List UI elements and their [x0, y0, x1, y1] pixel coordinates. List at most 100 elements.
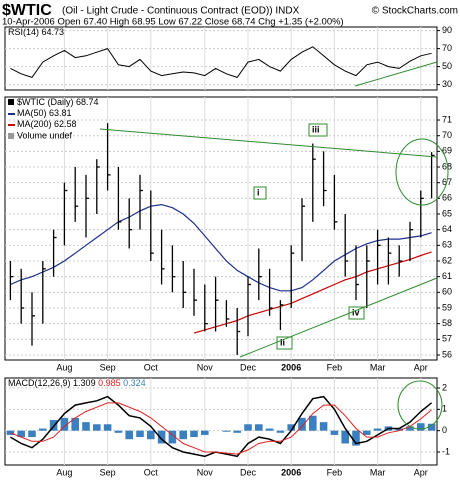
y-tick-label: 64 — [442, 224, 452, 234]
line — [193, 251, 432, 334]
y-tick-label: 58 — [442, 318, 452, 328]
histogram-bar — [82, 422, 90, 431]
value: 63.81 — [49, 108, 72, 118]
histogram-bar — [341, 430, 349, 444]
histogram-bar — [114, 430, 123, 433]
legend-entry: $WTIC (Daily) 68.74 — [17, 97, 99, 107]
price-legend: $WTIC (Daily) 68.74 MA(50) 63.81 MA(200)… — [8, 97, 99, 140]
line — [10, 46, 432, 78]
title: $WTIC — [2, 2, 52, 19]
histogram-bar — [93, 424, 101, 431]
histogram-bar — [319, 422, 328, 431]
value: 62.58 — [54, 119, 77, 129]
x-tick-label: Aug — [56, 467, 72, 477]
histogram-bar — [406, 426, 414, 431]
x-tick-label: Mar — [370, 362, 386, 372]
x-tick-label: Dec — [240, 362, 257, 372]
y-tick-label: 90 — [442, 25, 452, 35]
histogram-bar — [373, 428, 382, 431]
label: MACD(12,26,9) — [8, 378, 71, 388]
macd-label: MACD(12,26,9) 1.309 0.985 0.324 — [8, 378, 146, 388]
y-tick-label: 59 — [442, 302, 452, 312]
annotation-box — [276, 336, 293, 350]
x-tick-label: 2006 — [281, 362, 301, 372]
label: MA(200) — [17, 119, 52, 129]
panel-frame — [4, 96, 438, 361]
histogram-bar — [60, 417, 69, 431]
y-tick-label: 62 — [442, 255, 452, 265]
trendline — [99, 128, 438, 158]
histogram-bar — [179, 430, 187, 440]
histogram-bar — [136, 430, 144, 438]
y-tick-label: 1 — [442, 404, 447, 414]
histogram-bar — [103, 424, 112, 431]
x-tick-label: 2006 — [281, 467, 301, 477]
histogram-bar — [330, 430, 339, 435]
x-tick-label: Apr — [414, 362, 428, 372]
y-tick-label: 66 — [442, 193, 452, 203]
histogram-bar — [71, 417, 79, 431]
y-tick-label: 2 — [442, 382, 447, 392]
label: $WTIC (Daily) — [17, 97, 74, 107]
x-tick-label: Mar — [370, 467, 386, 477]
histogram-bar — [190, 430, 198, 438]
annotation: i — [257, 187, 260, 197]
annotation: iv — [352, 307, 360, 317]
histogram-bar — [28, 430, 36, 438]
plots: 3050709056575859606162636465666768697071… — [4, 25, 452, 477]
value: 68.74 — [76, 97, 99, 107]
histogram-bar — [157, 430, 166, 444]
histogram-bar — [309, 415, 317, 431]
y-tick-label: 0 — [442, 425, 447, 435]
histogram-bar — [298, 417, 306, 431]
histogram-bar — [265, 428, 274, 431]
y-tick-label: 57 — [442, 334, 452, 344]
y-tick-label: 30 — [442, 79, 452, 89]
x-tick-label: Oct — [144, 362, 159, 372]
rsi-legend: RSI(14) 64.73 — [8, 27, 64, 37]
histogram-bar — [427, 423, 436, 431]
trendline — [354, 61, 438, 87]
y-tick-label: 68 — [442, 161, 452, 171]
value: 1.309 — [73, 378, 96, 388]
y-tick-label: 70 — [442, 43, 452, 53]
y-tick-label: 71 — [442, 114, 452, 124]
histogram-bar — [352, 430, 360, 446]
x-tick-label: Apr — [414, 467, 428, 477]
annotation-box — [253, 186, 267, 200]
value: 0.324 — [123, 378, 146, 388]
swatch — [8, 133, 14, 139]
y-tick-label: 56 — [442, 349, 452, 359]
annotation-box — [308, 123, 328, 137]
highlight-circle — [395, 138, 449, 206]
histogram-bar — [363, 430, 371, 435]
label: RSI(14) — [8, 27, 39, 37]
histogram-bar — [125, 430, 133, 440]
credit: © StockCharts.com — [372, 6, 458, 17]
x-tick-label: Nov — [197, 467, 214, 477]
y-tick-label: -1 — [442, 446, 450, 456]
panel-frame — [4, 26, 438, 91]
histogram-bar — [147, 430, 155, 440]
x-tick-label: Feb — [327, 467, 343, 477]
trendline — [239, 277, 438, 358]
x-tick-label: Aug — [56, 362, 72, 372]
histogram-bar — [417, 423, 425, 431]
histogram-bar — [233, 430, 241, 433]
y-tick-label: 60 — [442, 287, 452, 297]
histogram-bar — [395, 428, 403, 431]
legend-entry: MA(50) 63.81 — [17, 108, 72, 118]
title-detail: (Oil - Light Crude - Continuous Contract… — [62, 6, 300, 17]
line — [10, 402, 432, 455]
histogram-bar — [17, 430, 25, 438]
histogram-bar — [201, 430, 209, 435]
swatch — [8, 99, 14, 105]
histogram-bar — [276, 430, 285, 433]
macd-legend: MACD(12,26,9) 1.309 0.985 0.324 — [8, 378, 146, 388]
x-tick-label: Oct — [144, 467, 159, 477]
x-tick-label: Dec — [240, 467, 257, 477]
highlight-circle — [397, 380, 443, 430]
x-tick-label: Nov — [197, 362, 214, 372]
histogram-bar — [244, 424, 252, 431]
